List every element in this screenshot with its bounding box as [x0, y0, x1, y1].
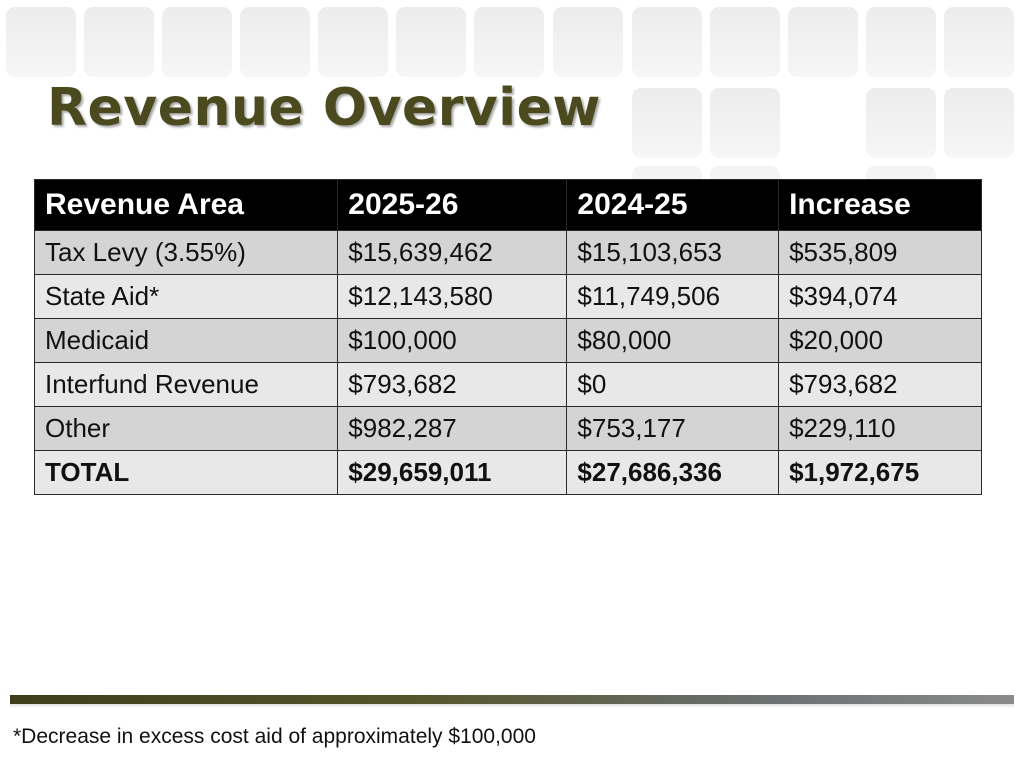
- background-tile: [318, 7, 388, 77]
- revenue-area-cell: Tax Levy (3.55%): [33, 230, 339, 275]
- background-tile: [396, 7, 466, 77]
- background-tile: [474, 7, 544, 77]
- revenue-area-cell: State Aid*: [33, 274, 339, 319]
- background-tile: [162, 7, 232, 77]
- total-label-cell: TOTAL: [33, 450, 339, 495]
- total-2024-25-cell: $27,686,336: [566, 450, 780, 495]
- background-tile: [866, 7, 936, 77]
- background-tile: [866, 88, 936, 158]
- background-tile: [240, 7, 310, 77]
- table-row: Tax Levy (3.55%) $15,639,462 $15,103,653…: [33, 230, 982, 275]
- amount-2025-26-cell: $793,682: [337, 362, 568, 407]
- revenue-area-cell: Medicaid: [33, 318, 339, 363]
- total-2025-26-cell: $29,659,011: [337, 450, 568, 495]
- table-row: Interfund Revenue $793,682 $0 $793,682: [33, 362, 982, 407]
- increase-cell: $229,110: [778, 406, 982, 451]
- table-header-row: Revenue Area 2025-26 2024-25 Increase: [33, 179, 982, 231]
- background-tile: [6, 7, 76, 77]
- column-header-revenue-area: Revenue Area: [33, 179, 339, 231]
- background-tile: [788, 7, 858, 77]
- increase-cell: $535,809: [778, 230, 982, 275]
- background-tile: [553, 7, 623, 77]
- column-header-2024-25: 2024-25: [566, 179, 780, 231]
- increase-cell: $793,682: [778, 362, 982, 407]
- amount-2025-26-cell: $100,000: [337, 318, 568, 363]
- table-row: Other $982,287 $753,177 $229,110: [33, 406, 982, 451]
- footnote: *Decrease in excess cost aid of approxim…: [13, 725, 536, 748]
- amount-2024-25-cell: $15,103,653: [566, 230, 780, 275]
- amount-2025-26-cell: $12,143,580: [337, 274, 568, 319]
- amount-2024-25-cell: $753,177: [566, 406, 780, 451]
- increase-cell: $20,000: [778, 318, 982, 363]
- table-total-row: TOTAL $29,659,011 $27,686,336 $1,972,675: [33, 450, 982, 495]
- revenue-table: Revenue Area 2025-26 2024-25 Increase Ta…: [33, 179, 982, 495]
- background-tile: [84, 7, 154, 77]
- table-row: State Aid* $12,143,580 $11,749,506 $394,…: [33, 274, 982, 319]
- background-tile: [710, 88, 780, 158]
- column-header-increase: Increase: [778, 179, 982, 231]
- background-tile: [632, 88, 702, 158]
- background-tile: [944, 88, 1014, 158]
- footer-divider: [10, 695, 1014, 708]
- amount-2024-25-cell: $80,000: [566, 318, 780, 363]
- amount-2025-26-cell: $982,287: [337, 406, 568, 451]
- revenue-area-cell: Interfund Revenue: [33, 362, 339, 407]
- table-row: Medicaid $100,000 $80,000 $20,000: [33, 318, 982, 363]
- column-header-2025-26: 2025-26: [337, 179, 568, 231]
- background-tile: [632, 7, 702, 77]
- amount-2024-25-cell: $11,749,506: [566, 274, 780, 319]
- amount-2025-26-cell: $15,639,462: [337, 230, 568, 275]
- amount-2024-25-cell: $0: [566, 362, 780, 407]
- increase-cell: $394,074: [778, 274, 982, 319]
- revenue-area-cell: Other: [33, 406, 339, 451]
- slide-title: Revenue Overview: [47, 78, 601, 138]
- background-tile: [944, 7, 1014, 77]
- total-increase-cell: $1,972,675: [778, 450, 982, 495]
- background-tile: [710, 7, 780, 77]
